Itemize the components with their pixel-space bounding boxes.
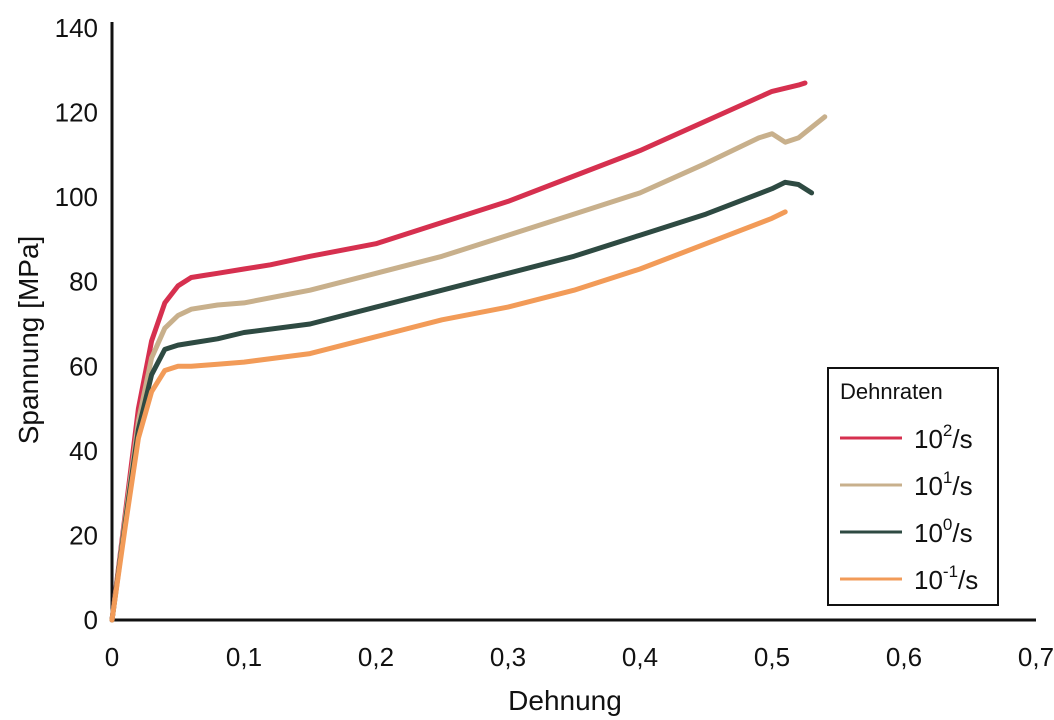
legend-label-exponent: 0: [943, 515, 952, 534]
y-tick-label: 20: [69, 520, 98, 550]
legend-label-base: 10: [914, 518, 943, 548]
legend-label: 101/s: [914, 468, 973, 501]
series-line-0: [109, 80, 808, 623]
legend-label: 100/s: [914, 515, 973, 548]
x-tick-label: 0,5: [754, 642, 790, 672]
x-axis-title: Dehnung: [508, 685, 622, 716]
legend-label: 102/s: [914, 421, 973, 454]
x-tick-label: 0,7: [1018, 642, 1054, 672]
y-tick-label: 100: [55, 182, 98, 212]
legend-label-suffix: /s: [952, 471, 972, 501]
series-line-3: [109, 209, 788, 623]
legend-label-suffix: /s: [952, 424, 972, 454]
series-line-2: [109, 179, 815, 623]
x-tick-label: 0,1: [226, 642, 262, 672]
series-line-1: [109, 114, 828, 623]
y-tick-label: 60: [69, 351, 98, 381]
legend-label-base: 10: [914, 471, 943, 501]
legend-label-exponent: -1: [943, 562, 958, 581]
legend-label: 10-1/s: [914, 562, 978, 595]
x-tick-label: 0,2: [358, 642, 394, 672]
x-tick-label: 0,6: [886, 642, 922, 672]
x-tick-label: 0: [105, 642, 119, 672]
x-tick-label: 0,3: [490, 642, 526, 672]
y-tick-label: 80: [69, 267, 98, 297]
legend-title: Dehnraten: [840, 379, 943, 404]
legend-label-base: 10: [914, 565, 943, 595]
y-tick-labels: 0 20 40 60 80 100 120 140: [55, 13, 98, 635]
y-axis-title: Spannung [MPa]: [13, 236, 44, 445]
series-group: [109, 80, 828, 623]
legend-label-exponent: 1: [943, 468, 952, 487]
x-tick-labels: 0 0,1 0,2 0,3 0,4 0,5 0,6 0,7: [105, 642, 1054, 672]
x-tick-label: 0,4: [622, 642, 658, 672]
y-tick-label: 0: [84, 605, 98, 635]
y-tick-label: 40: [69, 436, 98, 466]
y-tick-label: 140: [55, 13, 98, 43]
legend-label-suffix: /s: [952, 518, 972, 548]
legend-label-base: 10: [914, 424, 943, 454]
legend-label-exponent: 2: [943, 421, 952, 440]
y-tick-label: 120: [55, 98, 98, 128]
legend-label-suffix: /s: [958, 565, 978, 595]
